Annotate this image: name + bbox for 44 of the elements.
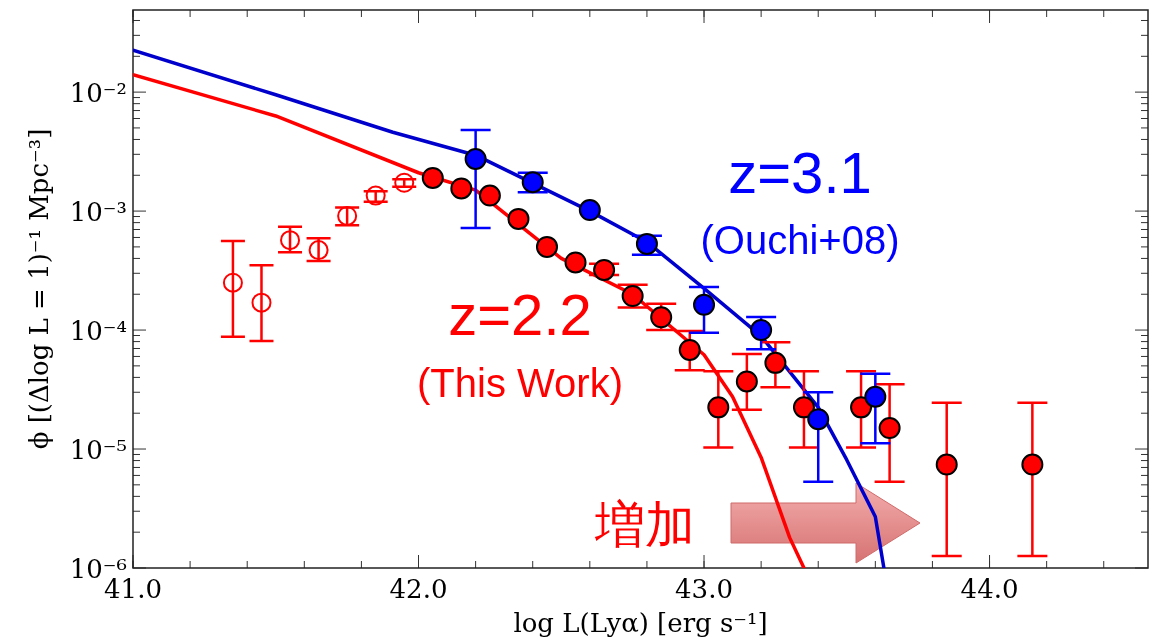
point [478, 184, 501, 207]
point [764, 351, 787, 374]
point [864, 385, 887, 408]
point [564, 251, 587, 274]
y-tick-label: 10⁻³ [69, 197, 127, 228]
point [593, 258, 616, 281]
annotation: 増加 [594, 497, 695, 553]
point [394, 172, 415, 193]
point [535, 235, 558, 258]
y-axis-title: ϕ [(Δlog L = 1)⁻¹ Mpc⁻³] [24, 128, 54, 450]
x-tick-label: 43.0 [675, 574, 733, 604]
point [850, 396, 873, 419]
y-tick-label: 10⁻⁵ [69, 435, 127, 466]
point [693, 293, 716, 316]
y-tick-label: 10⁻⁴ [69, 316, 127, 347]
point [251, 292, 272, 313]
point [464, 148, 487, 171]
point [878, 417, 901, 440]
x-axis-title: log L(Lyα) [erg s⁻¹] [513, 608, 768, 638]
point [735, 370, 758, 393]
annotation: (Ouchi+08) [700, 218, 900, 262]
annotation: (This Work) [417, 361, 623, 405]
x-tick-label: 44.0 [960, 574, 1019, 604]
series-label: z=3.1 [728, 140, 872, 205]
point [707, 396, 730, 419]
x-tick-label: 42.0 [389, 574, 448, 604]
y-tick-label: 10⁻² [69, 78, 127, 109]
point [792, 396, 815, 419]
point [678, 338, 701, 361]
point [1021, 453, 1044, 476]
point [750, 319, 773, 342]
point [621, 285, 644, 308]
point [521, 171, 544, 194]
point [280, 230, 301, 251]
series-label: z=2.2 [448, 282, 592, 347]
point [635, 232, 658, 255]
point [222, 272, 243, 293]
point [421, 166, 444, 189]
point [578, 199, 601, 222]
point [650, 306, 673, 329]
point [807, 408, 830, 431]
point [507, 207, 530, 230]
point [935, 453, 958, 476]
point [450, 177, 473, 200]
